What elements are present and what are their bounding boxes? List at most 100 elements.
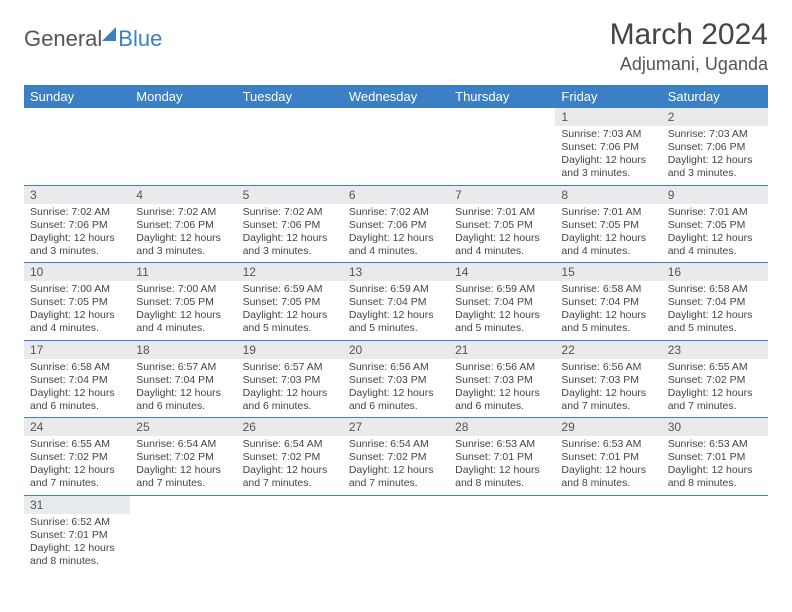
calendar-day-cell: 11Sunrise: 7:00 AMSunset: 7:05 PMDayligh…	[130, 263, 236, 341]
calendar-day-cell: 16Sunrise: 6:58 AMSunset: 7:04 PMDayligh…	[662, 263, 768, 341]
day-details: Sunrise: 7:02 AMSunset: 7:06 PMDaylight:…	[130, 204, 236, 263]
day-number: 3	[24, 186, 130, 204]
day-details: Sunrise: 7:03 AMSunset: 7:06 PMDaylight:…	[555, 126, 661, 185]
calendar-day-cell: 15Sunrise: 6:58 AMSunset: 7:04 PMDayligh…	[555, 263, 661, 341]
calendar-day-cell: 19Sunrise: 6:57 AMSunset: 7:03 PMDayligh…	[237, 340, 343, 418]
day-details: Sunrise: 6:55 AMSunset: 7:02 PMDaylight:…	[662, 359, 768, 418]
dayname-monday: Monday	[130, 85, 236, 108]
day-number: 28	[449, 418, 555, 436]
day-details: Sunrise: 6:55 AMSunset: 7:02 PMDaylight:…	[24, 436, 130, 495]
calendar-day-cell: 9Sunrise: 7:01 AMSunset: 7:05 PMDaylight…	[662, 185, 768, 263]
calendar-day-cell: ..	[555, 495, 661, 572]
page-title: March 2024	[610, 18, 768, 52]
calendar-day-cell: 8Sunrise: 7:01 AMSunset: 7:05 PMDaylight…	[555, 185, 661, 263]
day-details: Sunrise: 6:56 AMSunset: 7:03 PMDaylight:…	[555, 359, 661, 418]
calendar-day-cell: 13Sunrise: 6:59 AMSunset: 7:04 PMDayligh…	[343, 263, 449, 341]
calendar-day-cell: ..	[343, 108, 449, 185]
day-details: Sunrise: 6:56 AMSunset: 7:03 PMDaylight:…	[343, 359, 449, 418]
day-details: Sunrise: 6:59 AMSunset: 7:04 PMDaylight:…	[449, 281, 555, 340]
day-number: 6	[343, 186, 449, 204]
day-number: 15	[555, 263, 661, 281]
calendar-day-cell: 25Sunrise: 6:54 AMSunset: 7:02 PMDayligh…	[130, 418, 236, 496]
calendar-day-cell: 1Sunrise: 7:03 AMSunset: 7:06 PMDaylight…	[555, 108, 661, 185]
dayname-thursday: Thursday	[449, 85, 555, 108]
calendar-day-cell: 27Sunrise: 6:54 AMSunset: 7:02 PMDayligh…	[343, 418, 449, 496]
calendar-day-cell: ..	[130, 495, 236, 572]
day-number: 31	[24, 496, 130, 514]
calendar-day-cell: 12Sunrise: 6:59 AMSunset: 7:05 PMDayligh…	[237, 263, 343, 341]
day-details: Sunrise: 7:02 AMSunset: 7:06 PMDaylight:…	[237, 204, 343, 263]
day-details: Sunrise: 6:58 AMSunset: 7:04 PMDaylight:…	[662, 281, 768, 340]
day-number: 12	[237, 263, 343, 281]
calendar-day-cell: ..	[449, 108, 555, 185]
calendar-week-row: 31Sunrise: 6:52 AMSunset: 7:01 PMDayligh…	[24, 495, 768, 572]
calendar-day-cell: ..	[237, 108, 343, 185]
day-number: 18	[130, 341, 236, 359]
day-details: Sunrise: 6:54 AMSunset: 7:02 PMDaylight:…	[237, 436, 343, 495]
day-number: 2	[662, 108, 768, 126]
calendar-week-row: 10Sunrise: 7:00 AMSunset: 7:05 PMDayligh…	[24, 263, 768, 341]
dayname-row: Sunday Monday Tuesday Wednesday Thursday…	[24, 85, 768, 108]
day-details: Sunrise: 6:57 AMSunset: 7:04 PMDaylight:…	[130, 359, 236, 418]
dayname-saturday: Saturday	[662, 85, 768, 108]
dayname-wednesday: Wednesday	[343, 85, 449, 108]
calendar-week-row: ..........1Sunrise: 7:03 AMSunset: 7:06 …	[24, 108, 768, 185]
day-number: 11	[130, 263, 236, 281]
calendar-day-cell: 31Sunrise: 6:52 AMSunset: 7:01 PMDayligh…	[24, 495, 130, 572]
day-number: 20	[343, 341, 449, 359]
day-details: Sunrise: 7:03 AMSunset: 7:06 PMDaylight:…	[662, 126, 768, 185]
day-number: 4	[130, 186, 236, 204]
day-number: 23	[662, 341, 768, 359]
dayname-tuesday: Tuesday	[237, 85, 343, 108]
title-block: March 2024 Adjumani, Uganda	[610, 18, 768, 75]
day-number: 21	[449, 341, 555, 359]
calendar-day-cell: 10Sunrise: 7:00 AMSunset: 7:05 PMDayligh…	[24, 263, 130, 341]
location-subtitle: Adjumani, Uganda	[610, 54, 768, 75]
day-details: Sunrise: 6:54 AMSunset: 7:02 PMDaylight:…	[343, 436, 449, 495]
calendar-table: Sunday Monday Tuesday Wednesday Thursday…	[24, 85, 768, 572]
day-number: 26	[237, 418, 343, 436]
day-details: Sunrise: 6:58 AMSunset: 7:04 PMDaylight:…	[24, 359, 130, 418]
day-number: 8	[555, 186, 661, 204]
dayname-sunday: Sunday	[24, 85, 130, 108]
day-number: 22	[555, 341, 661, 359]
calendar-day-cell: 3Sunrise: 7:02 AMSunset: 7:06 PMDaylight…	[24, 185, 130, 263]
calendar-day-cell: 22Sunrise: 6:56 AMSunset: 7:03 PMDayligh…	[555, 340, 661, 418]
day-number: 9	[662, 186, 768, 204]
day-number: 1	[555, 108, 661, 126]
day-number: 17	[24, 341, 130, 359]
calendar-day-cell: ..	[24, 108, 130, 185]
calendar-day-cell: 20Sunrise: 6:56 AMSunset: 7:03 PMDayligh…	[343, 340, 449, 418]
calendar-day-cell: 30Sunrise: 6:53 AMSunset: 7:01 PMDayligh…	[662, 418, 768, 496]
brand-text-1: General	[24, 26, 102, 52]
dayname-friday: Friday	[555, 85, 661, 108]
day-details: Sunrise: 6:53 AMSunset: 7:01 PMDaylight:…	[449, 436, 555, 495]
calendar-day-cell: 29Sunrise: 6:53 AMSunset: 7:01 PMDayligh…	[555, 418, 661, 496]
calendar-day-cell: ..	[449, 495, 555, 572]
day-number: 13	[343, 263, 449, 281]
calendar-day-cell: 26Sunrise: 6:54 AMSunset: 7:02 PMDayligh…	[237, 418, 343, 496]
day-details: Sunrise: 7:00 AMSunset: 7:05 PMDaylight:…	[130, 281, 236, 340]
calendar-day-cell: 14Sunrise: 6:59 AMSunset: 7:04 PMDayligh…	[449, 263, 555, 341]
day-details: Sunrise: 7:01 AMSunset: 7:05 PMDaylight:…	[449, 204, 555, 263]
brand-text-2: Blue	[118, 26, 162, 52]
day-number: 30	[662, 418, 768, 436]
day-number: 16	[662, 263, 768, 281]
brand-triangle-icon	[102, 27, 116, 41]
day-number: 14	[449, 263, 555, 281]
calendar-day-cell: 4Sunrise: 7:02 AMSunset: 7:06 PMDaylight…	[130, 185, 236, 263]
calendar-day-cell: 6Sunrise: 7:02 AMSunset: 7:06 PMDaylight…	[343, 185, 449, 263]
calendar-day-cell: 5Sunrise: 7:02 AMSunset: 7:06 PMDaylight…	[237, 185, 343, 263]
day-details: Sunrise: 6:59 AMSunset: 7:04 PMDaylight:…	[343, 281, 449, 340]
day-number: 19	[237, 341, 343, 359]
day-details: Sunrise: 7:01 AMSunset: 7:05 PMDaylight:…	[662, 204, 768, 263]
day-details: Sunrise: 7:02 AMSunset: 7:06 PMDaylight:…	[343, 204, 449, 263]
calendar-day-cell: 21Sunrise: 6:56 AMSunset: 7:03 PMDayligh…	[449, 340, 555, 418]
header: General Blue March 2024 Adjumani, Uganda	[24, 18, 768, 75]
calendar-week-row: 24Sunrise: 6:55 AMSunset: 7:02 PMDayligh…	[24, 418, 768, 496]
day-number: 27	[343, 418, 449, 436]
day-number: 10	[24, 263, 130, 281]
day-number: 29	[555, 418, 661, 436]
calendar-day-cell: ..	[130, 108, 236, 185]
day-number: 25	[130, 418, 236, 436]
